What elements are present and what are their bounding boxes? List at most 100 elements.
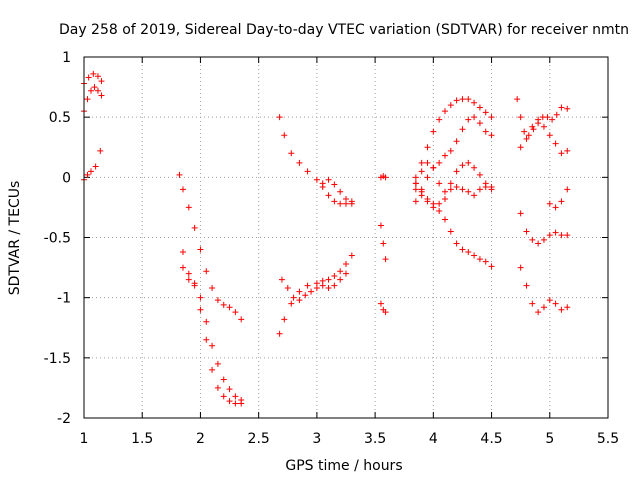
data-point — [558, 306, 565, 313]
data-point — [465, 96, 472, 103]
data-point — [382, 174, 389, 181]
series-arc-a1 — [81, 84, 105, 115]
data-point — [447, 147, 454, 154]
data-point — [331, 282, 338, 289]
series-arc-c1 — [276, 114, 355, 207]
data-point — [535, 240, 542, 247]
data-point — [436, 180, 443, 187]
data-point — [459, 246, 466, 253]
series-arc-c2 — [319, 176, 355, 207]
data-point — [226, 304, 233, 311]
data-point — [517, 264, 524, 271]
data-point — [412, 186, 419, 193]
data-point — [424, 159, 431, 166]
data-point — [546, 200, 553, 207]
data-point — [564, 232, 571, 239]
data-point — [488, 132, 495, 139]
data-point — [203, 268, 210, 275]
x-axis: 1 1.5 2 2.5 3 3.5 4 4.5 5 5.5 — [80, 57, 619, 447]
data-point — [197, 306, 204, 313]
series-arc-e5 — [412, 180, 495, 270]
data-point — [564, 147, 571, 154]
data-point — [436, 200, 443, 207]
series-arc-d1 — [377, 173, 389, 181]
data-point — [304, 168, 311, 175]
data-point — [441, 216, 448, 223]
data-point — [465, 116, 472, 123]
x-tick-label: 5 — [545, 431, 554, 447]
data-point — [558, 232, 565, 239]
data-point — [476, 104, 483, 111]
data-point — [191, 282, 198, 289]
data-point — [94, 73, 101, 80]
data-point — [220, 393, 227, 400]
data-point — [209, 366, 216, 373]
data-point — [482, 258, 489, 265]
data-point — [98, 78, 105, 85]
data-point — [482, 128, 489, 135]
data-point — [343, 270, 349, 277]
data-point — [558, 150, 565, 157]
data-point — [91, 84, 98, 91]
data-point — [377, 222, 384, 229]
data-point — [459, 162, 466, 169]
data-point — [94, 87, 101, 94]
data-point — [191, 224, 198, 231]
data-point — [529, 123, 536, 130]
data-point — [308, 288, 315, 295]
y-axis-label: SDTVAR / TECUs — [7, 181, 23, 296]
x-tick-label: 4.5 — [480, 431, 502, 447]
data-point — [313, 285, 320, 292]
data-point — [281, 132, 288, 139]
chart-title: Day 258 of 2019, Sidereal Day-to-day VTE… — [59, 22, 629, 38]
series-arc-f3 — [517, 210, 571, 247]
data-point — [84, 96, 91, 103]
data-point — [197, 246, 204, 253]
data-point — [238, 316, 245, 323]
data-point — [453, 138, 460, 145]
data-point — [185, 270, 192, 277]
data-point — [319, 180, 326, 187]
x-axis-label: GPS time / hours — [285, 458, 402, 474]
grid — [84, 57, 608, 418]
x-tick-label: 4 — [429, 431, 438, 447]
data-point — [447, 228, 454, 235]
data-point — [476, 120, 483, 127]
data-point — [471, 164, 478, 171]
data-point — [288, 150, 295, 157]
data-point — [441, 152, 448, 159]
data-point — [185, 204, 192, 211]
data-point — [476, 171, 483, 178]
x-tick-label: 1.5 — [131, 431, 153, 447]
data-point — [441, 108, 448, 115]
data-point — [87, 87, 94, 94]
data-point — [447, 180, 454, 187]
series-arc-f1 — [514, 96, 571, 139]
data-point — [424, 195, 431, 202]
x-tick-label: 3 — [312, 431, 321, 447]
data-point — [348, 252, 355, 259]
data-point — [552, 300, 559, 307]
data-point — [471, 114, 478, 121]
data-point — [447, 102, 454, 109]
data-point — [302, 292, 309, 299]
data-point — [523, 135, 530, 142]
y-tick-label: -1 — [57, 291, 71, 307]
series-arc-e4 — [412, 159, 495, 211]
data-point — [553, 111, 560, 118]
data-point — [232, 309, 239, 316]
data-point — [459, 186, 466, 193]
data-point — [380, 240, 387, 247]
data-point — [436, 208, 443, 215]
data-point — [564, 304, 571, 311]
data-point — [471, 252, 478, 259]
data-point — [197, 294, 204, 301]
data-point — [459, 126, 466, 133]
data-point — [214, 360, 221, 367]
data-point — [296, 297, 303, 304]
data-point — [540, 123, 547, 130]
data-point — [453, 97, 460, 104]
data-point — [517, 210, 524, 217]
data-point — [441, 188, 448, 195]
